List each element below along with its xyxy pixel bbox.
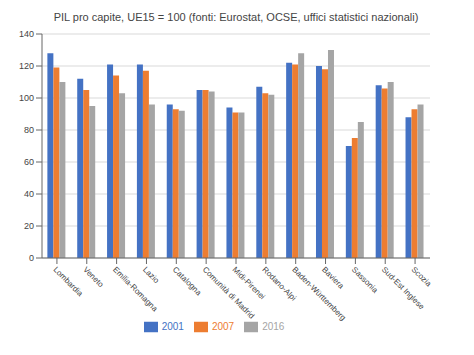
html-text:2016: 2016 [262,320,285,332]
svg-text:Emilia-Romagna: Emilia-Romagna [111,265,160,314]
svg-text:80: 80 [24,125,34,135]
svg-text:Veneto: Veneto [81,265,105,289]
svg-text:120: 120 [19,61,34,71]
svg-text:60: 60 [24,157,34,167]
svg-text:Sud-Est Inglese: Sud-Est Inglese [379,265,427,312]
svg-text:0: 0 [29,253,34,263]
svg-text:Midi-Pirenei: Midi-Pirenei [230,265,267,302]
html-text:PIL pro capite, UE15 = 100 (fo: PIL pro capite, UE15 = 100 (fonti: Euros… [53,11,419,23]
svg-text:20: 20 [24,221,34,231]
svg-text:Sassonia: Sassonia [350,265,380,295]
svg-text:Scozia: Scozia [410,265,434,289]
svg-text:Rodano-Alpi: Rodano-Alpi [260,265,298,303]
html-text:2001: 2001 [161,320,184,332]
svg-text:Baden-Württemberg: Baden-Württemberg [290,265,347,322]
svg-text:Lazio: Lazio [141,265,161,285]
html-text:2007: 2007 [211,320,235,332]
svg-text:Catalogna: Catalogna [171,265,204,298]
svg-text:100: 100 [19,93,34,103]
svg-text:140: 140 [19,29,34,39]
svg-text:Baviera: Baviera [320,265,346,291]
svg-text:Lombardia: Lombardia [51,265,84,298]
svg-text:Comunità di Madrid: Comunità di Madrid [201,265,256,320]
svg-text:40: 40 [24,189,34,199]
